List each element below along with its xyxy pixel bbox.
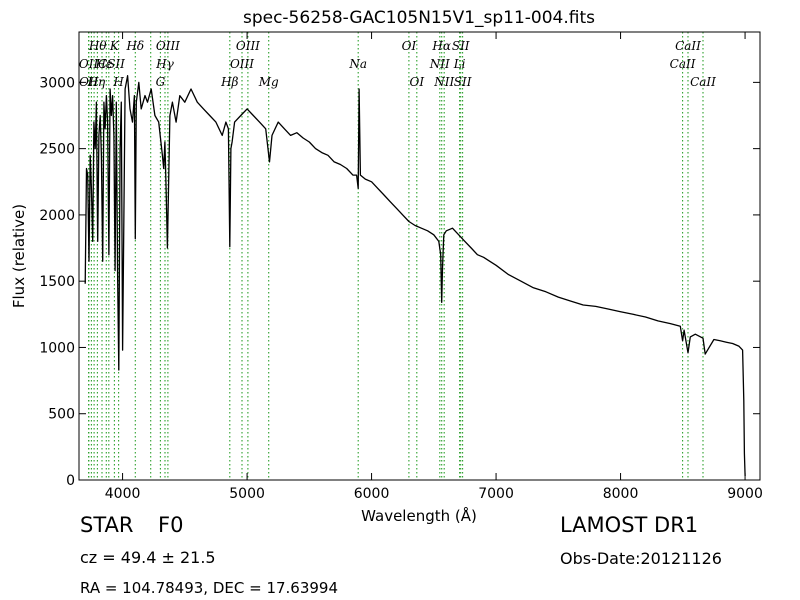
line-label-24: OI: [410, 75, 425, 89]
line-label-0: Hθ: [88, 39, 107, 53]
y-tick-label: 2000: [39, 208, 75, 224]
line-label-26: SII: [454, 75, 472, 89]
y-axis-ticks: 0 500 1000 1500 2000 2500 3000: [39, 75, 760, 489]
redshift-text: cz = 49.4 ± 21.5: [80, 548, 216, 567]
line-label-14: NII: [429, 57, 450, 71]
line-label-9: OII: [79, 57, 99, 71]
x-axis-label: Wavelength (Å): [361, 506, 477, 525]
chart-title: spec-56258-GAC105N15V1_sp11-004.fits: [243, 8, 595, 28]
line-label-10: Hε: [94, 57, 112, 71]
line-label-21: Hβ: [220, 75, 238, 89]
plot-frame: [78, 31, 761, 481]
line-label-1: K: [109, 39, 120, 53]
y-axis-label: Flux (relative): [10, 204, 28, 308]
y-tick-label: 500: [48, 407, 75, 423]
line-label-25: NII: [433, 75, 454, 89]
line-label-8: CaII: [675, 39, 701, 53]
line-label-23: Na: [348, 57, 367, 71]
obs-date: Obs-Date:20121126: [560, 549, 722, 568]
line-label-19: H: [112, 75, 124, 89]
y-tick-label: 1500: [39, 274, 75, 290]
line-label-15: Li: [453, 57, 466, 71]
x-tick-label: 5000: [229, 486, 265, 502]
line-label-2: Hδ: [125, 39, 144, 53]
object-class: STAR: [80, 513, 134, 537]
x-tick-label: 8000: [603, 486, 639, 502]
y-tick-label: 1000: [39, 340, 75, 356]
line-label-4: OIII: [236, 39, 260, 53]
line-label-17: OII: [79, 75, 99, 89]
x-axis-ticks: 4000 5000 6000 7000 8000 9000: [105, 32, 763, 502]
line-label-12: Hγ: [155, 57, 174, 71]
object-subclass: F0: [158, 513, 184, 537]
line-label-22: Mg: [258, 75, 279, 89]
x-tick-label: 6000: [354, 486, 390, 502]
y-tick-label: 2500: [39, 142, 75, 158]
line-label-5: OI: [402, 39, 417, 53]
line-label-18: Hη: [87, 75, 106, 89]
coordinates-text: RA = 104.78493, DEC = 17.63994: [80, 579, 339, 597]
x-tick-label: 9000: [727, 486, 763, 502]
line-label-7: SII: [452, 39, 470, 53]
emission-line-markers: [88, 32, 704, 480]
line-label-3: OIII: [156, 39, 180, 53]
y-tick-label: 0: [66, 473, 75, 489]
y-tick-label: 3000: [39, 75, 75, 91]
line-label-27: CaII: [690, 75, 716, 89]
line-label-20: G: [156, 75, 166, 89]
spectrum-line: [84, 75, 746, 477]
line-label-13: OIII: [230, 57, 254, 71]
x-tick-label: 7000: [478, 486, 514, 502]
line-label-11: CSII: [98, 57, 125, 71]
line-label-16: CaII: [670, 57, 696, 71]
line-label-6: Hα: [431, 39, 451, 53]
x-tick-label: 4000: [105, 486, 141, 502]
survey-name: LAMOST DR1: [560, 513, 699, 537]
